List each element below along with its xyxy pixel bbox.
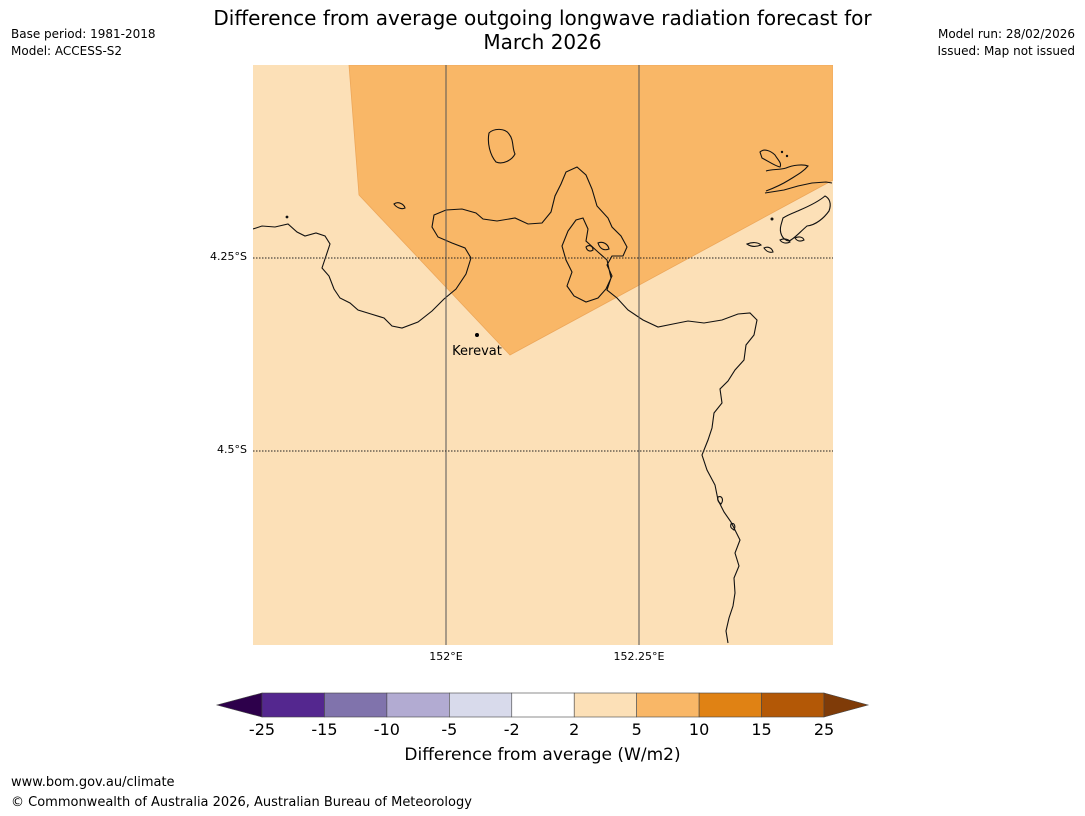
meta-right: Model run: 28/02/2026 Issued: Map not is… <box>937 26 1075 60</box>
model-name: Model: ACCESS-S2 <box>11 44 123 58</box>
lon-label-152-25: 152.25°E <box>613 650 665 663</box>
colorbar-segment-5 <box>573 692 637 718</box>
title-line-1: Difference from average outgoing longwav… <box>213 6 872 30</box>
colorbar-label-0: -25 <box>248 720 276 739</box>
colorbar-segment-7 <box>698 692 762 718</box>
footer-url[interactable]: www.bom.gov.au/climate <box>11 775 175 790</box>
lat-label-4-5: 4.5°S <box>217 443 247 456</box>
colorbar-label-2: -10 <box>373 720 400 739</box>
colorbar-label-1: -15 <box>311 720 338 739</box>
colorbar-label-4: -2 <box>503 720 520 739</box>
lon-label-152: 152°E <box>429 650 463 663</box>
place-marker-kerevat <box>475 333 479 337</box>
colorbar-label-3: -5 <box>441 720 458 739</box>
colorbar-caption: Difference from average (W/m2) <box>404 745 681 765</box>
forecast-map[interactable]: Kerevat <box>253 65 833 645</box>
colorbar-label-6: 5 <box>631 720 642 739</box>
issued-status: Issued: Map not issued <box>937 44 1075 58</box>
colorbar-segment-6 <box>636 692 700 718</box>
colorbar-label-8: 15 <box>751 720 772 739</box>
colorbar-segment-8 <box>761 692 825 718</box>
colorbar-label-5: 2 <box>569 720 580 739</box>
colorbar-extend-high <box>823 692 870 718</box>
place-label-kerevat: Kerevat <box>452 344 502 359</box>
meta-left: Base period: 1981-2018 Model: ACCESS-S2 <box>11 26 156 60</box>
graticule <box>253 65 833 645</box>
colorbar-segment-4 <box>511 692 575 718</box>
colorbar-label-9: 25 <box>813 720 835 739</box>
colorbar-segment-1 <box>324 692 388 718</box>
colorbar-segment-2 <box>386 692 450 718</box>
footer-copyright: © Commonwealth of Australia 2026, Austra… <box>11 795 472 810</box>
coastline <box>253 128 833 644</box>
base-period: Base period: 1981-2018 <box>11 27 156 41</box>
chart-title: Difference from average outgoing longwav… <box>0 6 1085 54</box>
colorbar <box>215 692 870 718</box>
colorbar-extend-low <box>215 692 263 718</box>
coast-islets <box>285 150 789 221</box>
colorbar-segment-0 <box>261 692 325 718</box>
colorbar-segments <box>261 692 825 718</box>
colorbar-segment-3 <box>449 692 513 718</box>
anomaly-region <box>348 65 833 356</box>
title-line-2: March 2026 <box>483 30 602 54</box>
colorbar-label-7: 10 <box>688 720 710 739</box>
model-run: Model run: 28/02/2026 <box>937 27 1075 41</box>
lat-label-4-25: 4.25°S <box>210 250 247 263</box>
